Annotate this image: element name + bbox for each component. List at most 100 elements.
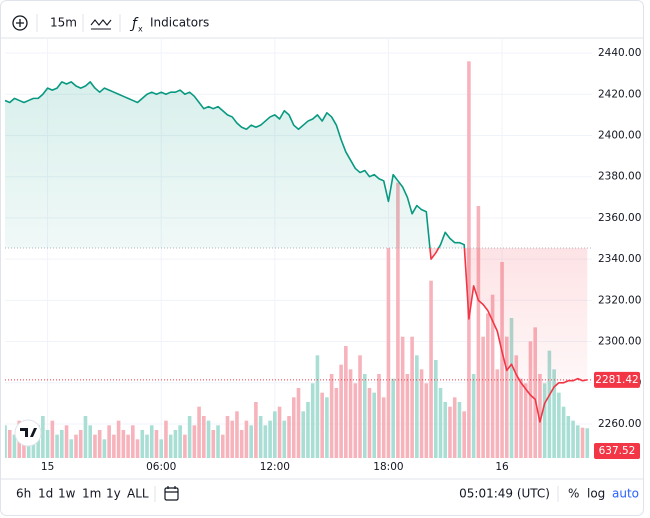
volume-bar	[476, 206, 481, 458]
volume-bar	[69, 439, 74, 458]
x-tick-label: 12:00	[260, 461, 290, 473]
range-button[interactable]: ALL	[127, 487, 149, 501]
volume-bar	[433, 360, 438, 458]
logo	[14, 419, 42, 447]
y-tick-label: 2420.00	[598, 88, 641, 100]
volume-bar	[415, 355, 419, 458]
last-volume-label: 637.52	[599, 445, 636, 457]
volume-bar	[306, 402, 310, 458]
volume-bar	[173, 430, 178, 458]
volume-bar	[263, 425, 268, 458]
volume-bar	[168, 434, 173, 458]
chart-type-button[interactable]	[90, 19, 112, 30]
volume-bar	[504, 336, 509, 458]
volume-bar	[509, 318, 514, 458]
volume-bar	[12, 434, 17, 458]
y-tick-label: 2400.00	[598, 129, 641, 141]
volume-bar	[50, 420, 55, 458]
range-button[interactable]: 1w	[58, 487, 76, 501]
volume-bar	[429, 280, 433, 458]
volume-bar	[514, 355, 519, 458]
volume-bar	[358, 355, 362, 458]
volume-bar	[424, 383, 429, 458]
volume-bar	[88, 425, 93, 458]
volume-bar	[7, 430, 12, 458]
auto-toggle[interactable]: auto	[612, 487, 639, 501]
volume-bar	[254, 402, 258, 458]
volume-bar	[268, 420, 272, 458]
x-tick-label: 16	[495, 461, 509, 473]
volume-bar	[457, 402, 462, 458]
volume-bar	[372, 392, 377, 458]
fx-icon: ƒ	[129, 16, 139, 32]
volume-bar	[353, 383, 358, 458]
volume-bar	[107, 425, 111, 458]
go-to-date-button[interactable]	[164, 486, 179, 501]
axes: 2260.002280.002300.002320.002340.002360.…	[41, 47, 642, 473]
y-tick-label: 2440.00	[598, 47, 641, 59]
x-tick-label: 06:00	[146, 461, 176, 473]
log-toggle[interactable]: log	[587, 487, 605, 501]
x-tick-label: 18:00	[373, 461, 403, 473]
volume-bar	[344, 346, 348, 458]
volume-bar	[291, 397, 296, 458]
indicators-button[interactable]: Indicators	[150, 16, 209, 30]
clock[interactable]: 05:01:49 (UTC)	[459, 487, 550, 501]
range-button[interactable]: 1d	[38, 487, 53, 501]
add-icon	[16, 19, 24, 27]
last-price-label: 2281.42	[595, 374, 638, 386]
volume-bar	[140, 430, 145, 458]
volume-bar	[339, 364, 343, 458]
volume-bar	[348, 369, 353, 458]
volume-bar	[443, 402, 448, 458]
volume-bar	[83, 416, 88, 458]
range-button[interactable]: 1y	[106, 487, 121, 501]
volume-bar	[542, 383, 547, 458]
logo-mark	[20, 428, 37, 437]
volume-bar	[183, 434, 187, 458]
percent-toggle[interactable]: %	[568, 487, 579, 501]
volume-bar	[405, 374, 410, 458]
volume-bar	[557, 392, 561, 458]
volume-bar	[159, 439, 164, 458]
volume-bar	[192, 425, 197, 458]
volume-bar	[126, 434, 130, 458]
plot	[5, 61, 592, 458]
volume-bar	[60, 430, 64, 458]
range-button[interactable]: 6h	[16, 487, 31, 501]
y-tick-label: 2380.00	[598, 171, 641, 183]
volume-bar	[490, 294, 495, 458]
volume-bar	[149, 425, 154, 458]
volume-bar	[145, 434, 149, 458]
volume-bar	[448, 406, 452, 458]
volume-bar	[31, 434, 36, 458]
volume-bar	[41, 416, 45, 458]
volume-bar	[135, 439, 140, 458]
volume-bar	[585, 428, 590, 458]
volume-bar	[377, 374, 381, 458]
top-toolbar: 15m ƒ x Indicators	[0, 14, 644, 39]
volume-bar	[386, 248, 391, 458]
volume-bar	[102, 439, 107, 458]
volume-bar	[334, 388, 339, 458]
bottom-toolbar: 05:01:49 (UTC) % log auto 6h 1d 1w 1m 1y ALL	[16, 486, 639, 502]
volume-bar	[471, 374, 476, 458]
volume-bar	[5, 425, 7, 458]
volume-bar	[273, 411, 277, 458]
area-fill	[5, 81, 588, 422]
volume-bar	[225, 416, 230, 458]
volume-bar	[528, 341, 533, 458]
volume-bar	[310, 383, 315, 458]
volume-bar	[282, 420, 287, 458]
volume-bar	[78, 430, 83, 458]
add-button[interactable]	[12, 15, 28, 31]
volume-bar	[131, 425, 135, 458]
volume-bar	[575, 425, 580, 458]
range-button[interactable]: 1m	[82, 487, 101, 501]
volume-bar	[277, 406, 282, 458]
last-volume-box	[594, 443, 640, 459]
volume-bar	[211, 430, 216, 458]
interval-button[interactable]: 15m	[50, 16, 77, 30]
volume-bar	[552, 369, 556, 458]
